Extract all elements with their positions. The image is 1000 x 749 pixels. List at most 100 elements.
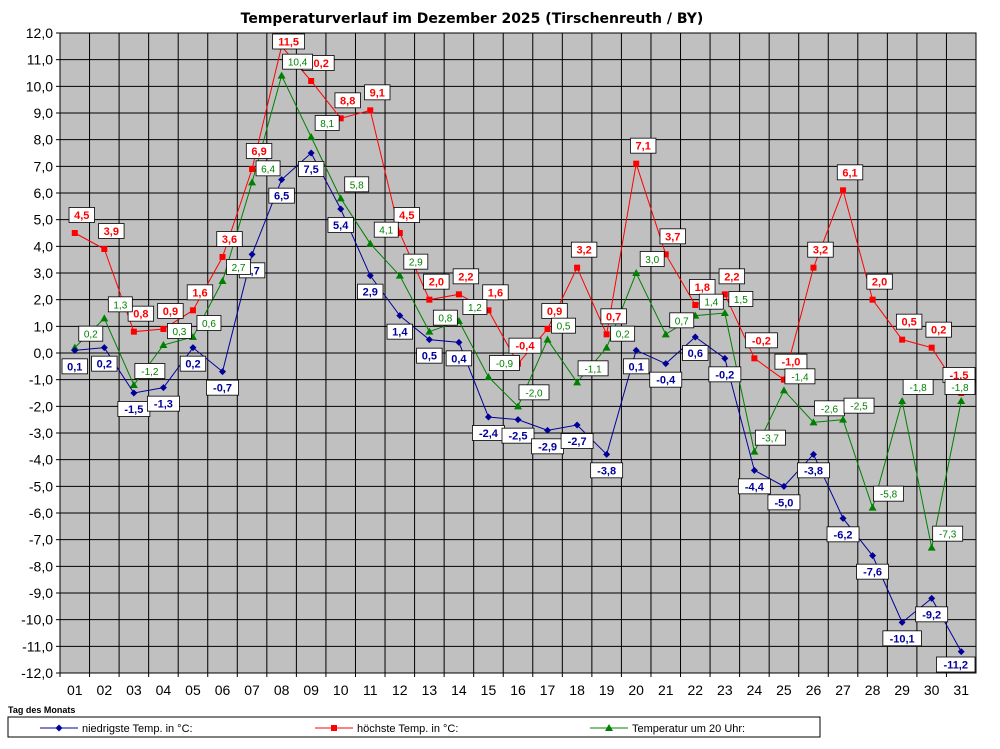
x-tick-label: 18 (569, 682, 585, 698)
data-point-0 (573, 421, 581, 429)
data-point-0 (396, 312, 404, 320)
data-label-1-box (334, 92, 361, 109)
data-point-1 (71, 230, 78, 236)
data-label-1: 1,6 (192, 287, 207, 299)
data-label-1-box (482, 284, 509, 301)
data-label-0-box (826, 526, 860, 543)
x-tick-label: 29 (894, 682, 910, 698)
data-label-0-box (767, 494, 801, 511)
data-label-2: 0,5 (557, 322, 571, 333)
data-point-0 (248, 250, 256, 258)
data-point-2 (395, 271, 404, 279)
data-point-0 (130, 389, 138, 397)
data-label-1-box (718, 268, 745, 285)
data-label-2-box (784, 368, 816, 385)
y-tick-label: -4,0 (29, 452, 53, 468)
x-axis-label: Tag des Monats (8, 705, 75, 715)
data-point-1 (810, 264, 817, 271)
x-tick-label: 09 (303, 682, 319, 698)
data-label-1: 11,5 (278, 37, 299, 49)
data-label-0: 1,4 (392, 327, 408, 339)
data-label-0: -3,8 (804, 465, 823, 477)
data-label-1: 8,8 (340, 95, 355, 107)
data-label-0: -2,4 (479, 428, 499, 440)
x-tick-label: 30 (924, 682, 940, 698)
y-tick-label: 11,0 (27, 52, 53, 68)
data-label-2-box (610, 325, 636, 342)
data-label-1: -0,2 (752, 335, 771, 347)
x-tick-label: 28 (865, 682, 881, 698)
data-label-1-box (98, 223, 125, 239)
data-label-2: 3,0 (645, 255, 659, 266)
x-tick-label: 06 (215, 682, 231, 698)
data-point-1 (426, 296, 433, 303)
data-label-0: -5,0 (774, 497, 793, 509)
data-label-1-box (216, 231, 243, 247)
data-label-2-box (344, 176, 370, 193)
data-label-0-box (649, 371, 683, 388)
data-label-2-box (873, 485, 904, 502)
data-label-2-box (462, 299, 488, 315)
data-point-2 (898, 397, 907, 404)
data-label-0: 2,9 (363, 287, 378, 299)
data-label-0: 0,1 (67, 361, 82, 373)
x-tick-label: 11 (363, 682, 378, 698)
data-label-0: 0,5 (422, 351, 437, 363)
data-point-2 (720, 309, 729, 316)
x-tick-label: 08 (274, 682, 290, 698)
chart-title: Temperaturverlauf im Dezember 2025 (Tirs… (241, 11, 704, 27)
x-tick-label: 10 (333, 682, 349, 698)
x-tick-label: 24 (747, 682, 763, 698)
legend: niedrigste Temp. in °C: höchste Temp. in … (7, 716, 821, 738)
data-label-2-box (226, 259, 251, 275)
data-label-0-box (882, 630, 922, 647)
data-point-0 (366, 272, 374, 280)
data-point-2 (307, 133, 316, 140)
data-point-2 (957, 397, 966, 404)
data-label-2: -1,2 (141, 367, 159, 378)
data-label-0: -2,9 (538, 441, 557, 453)
legend-marker-0 (55, 724, 63, 732)
data-point-2 (100, 314, 109, 322)
data-label-1: 3,2 (813, 245, 828, 257)
data-label-2-box (282, 53, 314, 70)
x-tick-label: 14 (451, 682, 467, 698)
data-label-2-box (577, 360, 609, 377)
data-label-0: 6,5 (274, 191, 289, 203)
data-label-0-box (623, 358, 650, 375)
data-point-0 (869, 552, 877, 560)
y-tick-label: 5,0 (34, 212, 54, 228)
data-label-2-box (196, 315, 222, 331)
x-tick-label: 13 (422, 682, 438, 698)
data-label-0: -2,7 (568, 436, 587, 448)
data-point-1 (130, 328, 137, 335)
data-point-1 (544, 326, 551, 332)
data-label-0: 0,6 (688, 348, 703, 360)
data-point-0 (632, 346, 640, 354)
data-label-0: -0,7 (213, 383, 232, 395)
data-label-0-box (357, 283, 384, 300)
data-label-0: -1,5 (124, 404, 143, 416)
data-label-0-box (268, 187, 295, 204)
data-label-1-box (570, 241, 598, 258)
data-point-0 (455, 338, 463, 346)
data-point-2 (336, 194, 345, 202)
data-label-0-box (856, 563, 889, 580)
data-label-1: 2,2 (458, 271, 473, 283)
data-label-0: -0,2 (715, 369, 734, 381)
data-point-0 (219, 368, 227, 376)
data-label-1-box (393, 207, 420, 223)
data-label-0-box (386, 323, 413, 340)
data-label-1: 4,5 (399, 210, 414, 222)
data-label-0: 5,4 (333, 220, 349, 232)
data-label-0: -6,2 (834, 529, 853, 541)
data-label-2: -1,8 (910, 383, 928, 394)
data-point-2 (218, 277, 227, 284)
data-label-2: 2,9 (409, 258, 423, 269)
data-point-1 (869, 296, 876, 303)
y-tick-label: 2,0 (34, 292, 54, 308)
data-label-0-box (91, 355, 118, 372)
data-point-2 (425, 327, 434, 335)
data-label-1-box (272, 33, 306, 50)
